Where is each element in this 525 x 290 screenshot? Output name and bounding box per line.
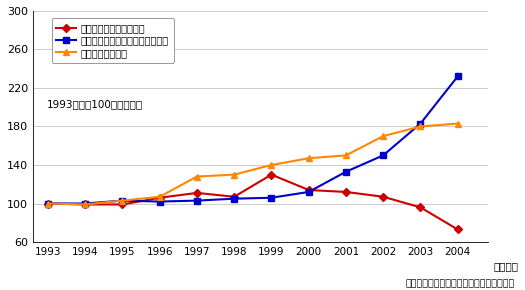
Text: （出典）総務省「情報流通センサス調査」: （出典）総務省「情報流通センサス調査」 (405, 280, 514, 289)
単位情報量当たりの支出 (306, 188, 312, 192)
情報通信関連支出 (306, 157, 312, 160)
情報通信メディアにおける情報量 (231, 197, 237, 200)
情報通信メディアにおける情報量 (156, 200, 163, 203)
情報通信関連支出 (380, 134, 386, 138)
Line: 情報通信メディアにおける情報量: 情報通信メディアにおける情報量 (45, 74, 460, 206)
情報通信メディアにおける情報量 (455, 75, 461, 78)
情報通信メディアにおける情報量 (119, 199, 125, 202)
情報通信メディアにおける情報量 (194, 199, 200, 202)
Text: （年度）: （年度） (493, 262, 518, 271)
単位情報量当たりの支出 (45, 202, 51, 205)
情報通信メディアにおける情報量 (45, 202, 51, 205)
Legend: 単位情報量当たりの支出, 情報通信メディアにおける情報量, 情報通信関連支出: 単位情報量当たりの支出, 情報通信メディアにおける情報量, 情報通信関連支出 (51, 18, 174, 63)
情報通信メディアにおける情報量 (268, 196, 275, 200)
情報通信メディアにおける情報量 (343, 170, 349, 173)
情報通信関連支出 (268, 163, 275, 167)
情報通信関連支出 (343, 154, 349, 157)
情報通信関連支出 (45, 202, 51, 205)
Line: 情報通信関連支出: 情報通信関連支出 (45, 121, 460, 207)
単位情報量当たりの支出 (82, 203, 88, 206)
単位情報量当たりの支出 (380, 195, 386, 198)
単位情報量当たりの支出 (343, 190, 349, 194)
情報通信関連支出 (231, 173, 237, 176)
情報通信関連支出 (194, 175, 200, 178)
情報通信メディアにおける情報量 (82, 202, 88, 205)
情報通信関連支出 (156, 195, 163, 198)
単位情報量当たりの支出 (156, 196, 163, 200)
Line: 単位情報量当たりの支出: 単位情報量当たりの支出 (45, 172, 460, 232)
単位情報量当たりの支出 (268, 173, 275, 176)
Text: 1993年度を100とした指数: 1993年度を100とした指数 (47, 99, 143, 109)
情報通信関連支出 (82, 203, 88, 206)
情報通信関連支出 (455, 122, 461, 125)
単位情報量当たりの支出 (417, 206, 424, 209)
単位情報量当たりの支出 (455, 228, 461, 231)
単位情報量当たりの支出 (119, 203, 125, 206)
情報通信メディアにおける情報量 (417, 122, 424, 125)
単位情報量当たりの支出 (231, 195, 237, 198)
情報通信関連支出 (119, 199, 125, 202)
情報通信メディアにおける情報量 (380, 154, 386, 157)
情報通信メディアにおける情報量 (306, 190, 312, 194)
情報通信関連支出 (417, 125, 424, 128)
単位情報量当たりの支出 (194, 191, 200, 195)
